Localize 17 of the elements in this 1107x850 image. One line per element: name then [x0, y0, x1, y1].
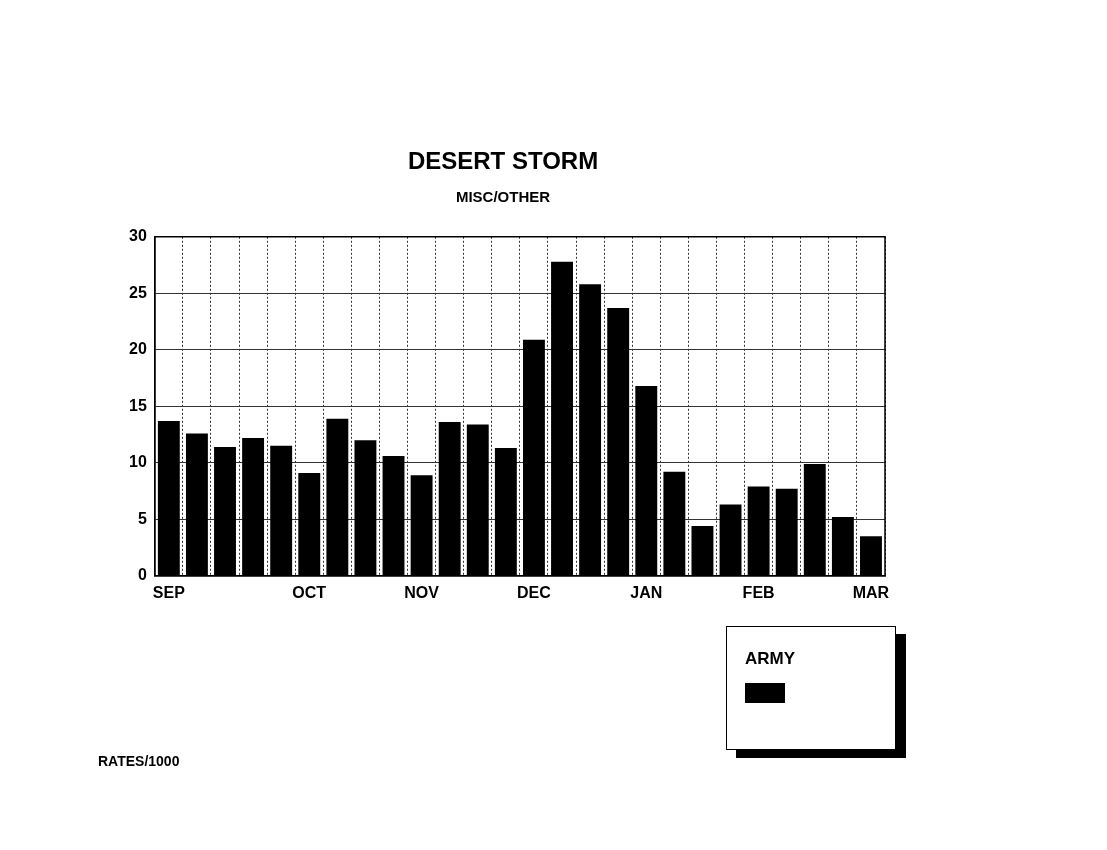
y-tick-label: 25	[129, 283, 147, 301]
chart-subtitle: MISC/OTHER	[455, 187, 551, 205]
y-tick-label: 30	[129, 227, 147, 245]
y-tick-label: 5	[137, 509, 147, 527]
text: RATES/1000	[98, 753, 180, 769]
chart-title: DESERT STORM	[407, 147, 599, 175]
x-tick-label: OCT	[292, 583, 327, 601]
y-tick-label: 20	[129, 340, 147, 358]
y-tick-label: 0	[137, 566, 147, 584]
x-tick-label: JAN	[630, 583, 663, 601]
x-tick-label: DEC	[517, 583, 552, 601]
y-tick-label: 10	[129, 453, 147, 471]
x-tick-label: MAR	[852, 583, 890, 601]
x-tick-label: FEB	[742, 583, 775, 601]
x-tick-label: NOV	[404, 583, 440, 601]
y-tick-label: 15	[129, 396, 147, 414]
x-tick-label: SEP	[152, 583, 186, 601]
